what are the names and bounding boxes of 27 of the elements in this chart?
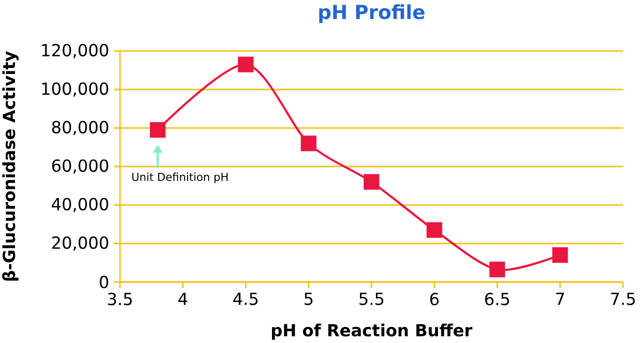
annotation: Unit Definition pH [132,172,228,184]
x-tick-label: 6.5 [485,292,510,306]
y-tick-label: 120,000 [42,44,108,58]
y-tick-label: 20,000 [52,236,108,251]
x-tick-label: 7.5 [611,292,635,306]
point [238,56,254,72]
point [150,122,166,138]
x-axis-title: pH of Reaction Buffer [272,324,472,340]
y-tick-label: 0 [100,276,108,288]
y-tick-label: 60,000 [52,159,108,174]
y-tick-label: 80,000 [52,120,108,136]
point [364,174,380,190]
y-axis-title: β-Glucuronidase Activity [2,51,19,281]
point [489,262,506,278]
point [300,136,316,152]
point [552,247,568,263]
x-tick-label: 4 [178,292,188,305]
y-tick-label: 40,000 [52,198,108,212]
point [426,222,442,238]
y-tick-label: 100,000 [42,82,108,97]
x-tick-label: 4.5 [233,292,258,306]
x-tick-label: 5 [304,292,312,306]
x-tick-label: 6 [430,292,439,306]
chart-title: pH Profile [319,4,424,24]
x-tick-label: 7 [556,292,564,305]
x-tick-label: 3.5 [108,292,132,306]
x-tick-label: 5.5 [360,292,384,306]
